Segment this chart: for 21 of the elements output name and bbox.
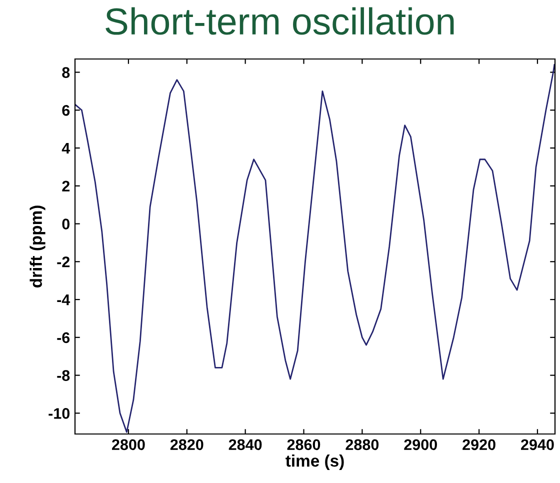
y-tick-label: -4: [57, 294, 70, 306]
chart-title: Short-term oscillation: [106, 7, 454, 35]
x-tick-label: 2880: [346, 439, 379, 450]
y-tick-label: 2: [62, 180, 70, 192]
x-axis-title: time (s): [286, 454, 344, 470]
y-tick-label: 0: [62, 218, 70, 230]
y-tick-label: 8: [62, 67, 70, 78]
x-tick-label: 2860: [287, 439, 320, 450]
x-tick-label: 2900: [404, 439, 437, 450]
x-tick-label: 2800: [112, 439, 145, 450]
y-tick-label: -2: [57, 256, 70, 268]
y-tick-label: -6: [57, 332, 70, 344]
y-tick-label: 4: [62, 143, 70, 154]
x-tick-label: 2940: [521, 439, 554, 450]
y-tick-label: 6: [62, 105, 70, 116]
y-tick-label: -8: [57, 370, 70, 381]
y-axis-title: drift (ppm): [30, 206, 46, 288]
x-tick-label: 2840: [228, 439, 262, 450]
x-tick-label: 2820: [170, 439, 204, 450]
x-tick-label: 2920: [462, 439, 496, 450]
y-tick-label: -10: [48, 408, 70, 419]
